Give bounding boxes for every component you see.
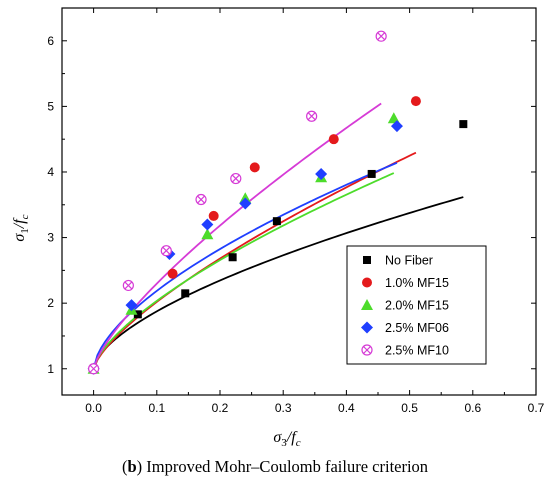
x-tick-label: 0.4 [338,401,355,415]
x-tick-label: 0.5 [401,401,418,415]
data-point [459,120,468,129]
data-point [328,134,339,145]
data-point [367,169,376,178]
x-axis-title: σ3/fc [273,429,300,449]
x-tick-label: 0.3 [275,401,292,415]
legend-label: 1.0% MF15 [385,276,449,290]
data-point [375,30,387,42]
x-tick-label: 0.7 [528,401,545,415]
data-point [122,279,134,292]
legend-marker [361,344,373,356]
data-point [239,197,252,210]
caption-rest: ) Improved Mohr–Coulomb failure criterio… [137,457,428,476]
legend-label: 2.5% MF06 [385,321,449,335]
legend-marker [363,256,371,264]
fit-curve [92,161,398,370]
y-axis-title: σ1/fc [11,214,31,241]
data-point [195,193,207,206]
caption-bold: b [127,457,136,476]
data-point [230,172,242,185]
y-tick-label: 3 [47,231,54,245]
data-point [315,167,328,180]
data-point [201,228,214,240]
data-markers [87,30,468,375]
x-tick-label: 0.1 [148,401,165,415]
y-tick-label: 6 [47,34,54,48]
chart-caption: (b) Improved Mohr–Coulomb failure criter… [122,457,428,476]
data-point [167,268,178,279]
legend-label: No Fiber [385,254,433,268]
legend-marker [361,299,373,310]
data-point [160,245,172,257]
data-point [228,253,237,262]
data-point [201,218,214,231]
data-point [272,217,281,226]
y-tick-label: 1 [47,362,54,376]
legend-marker [362,277,372,288]
y-tick-label: 5 [47,99,54,113]
x-tick-label: 0.0 [85,401,102,415]
data-point [208,210,219,221]
fit-curve [92,151,417,370]
data-point [133,310,142,319]
data-point [125,299,138,312]
fit-curves [92,102,464,370]
data-point [249,162,260,173]
legend: No Fiber 1.0% MF15 2.0% MF15 2.5% MF06 2.5% … [346,245,487,365]
fit-curve [92,196,464,370]
axes: 0.0 0.1 0.2 0.3 0.4 0.5 0.6 0.7 1 2 3 4 5 6 [47,7,545,415]
y-tick-label: 2 [47,296,54,310]
x-tick-label: 0.2 [212,401,229,415]
y-tick-label: 4 [47,165,54,179]
legend-label: 2.0% MF15 [385,299,449,313]
caption-prefix: ( [122,457,128,476]
data-point [390,120,403,133]
x-tick-label: 0.6 [464,401,481,415]
data-point [410,96,421,107]
data-point [306,110,318,122]
legend-marker [361,321,373,334]
legend-label: 2.5% MF10 [385,344,449,358]
data-point [87,363,100,375]
fit-curve [92,172,395,370]
plot-frame [61,7,537,396]
data-point [181,289,190,298]
